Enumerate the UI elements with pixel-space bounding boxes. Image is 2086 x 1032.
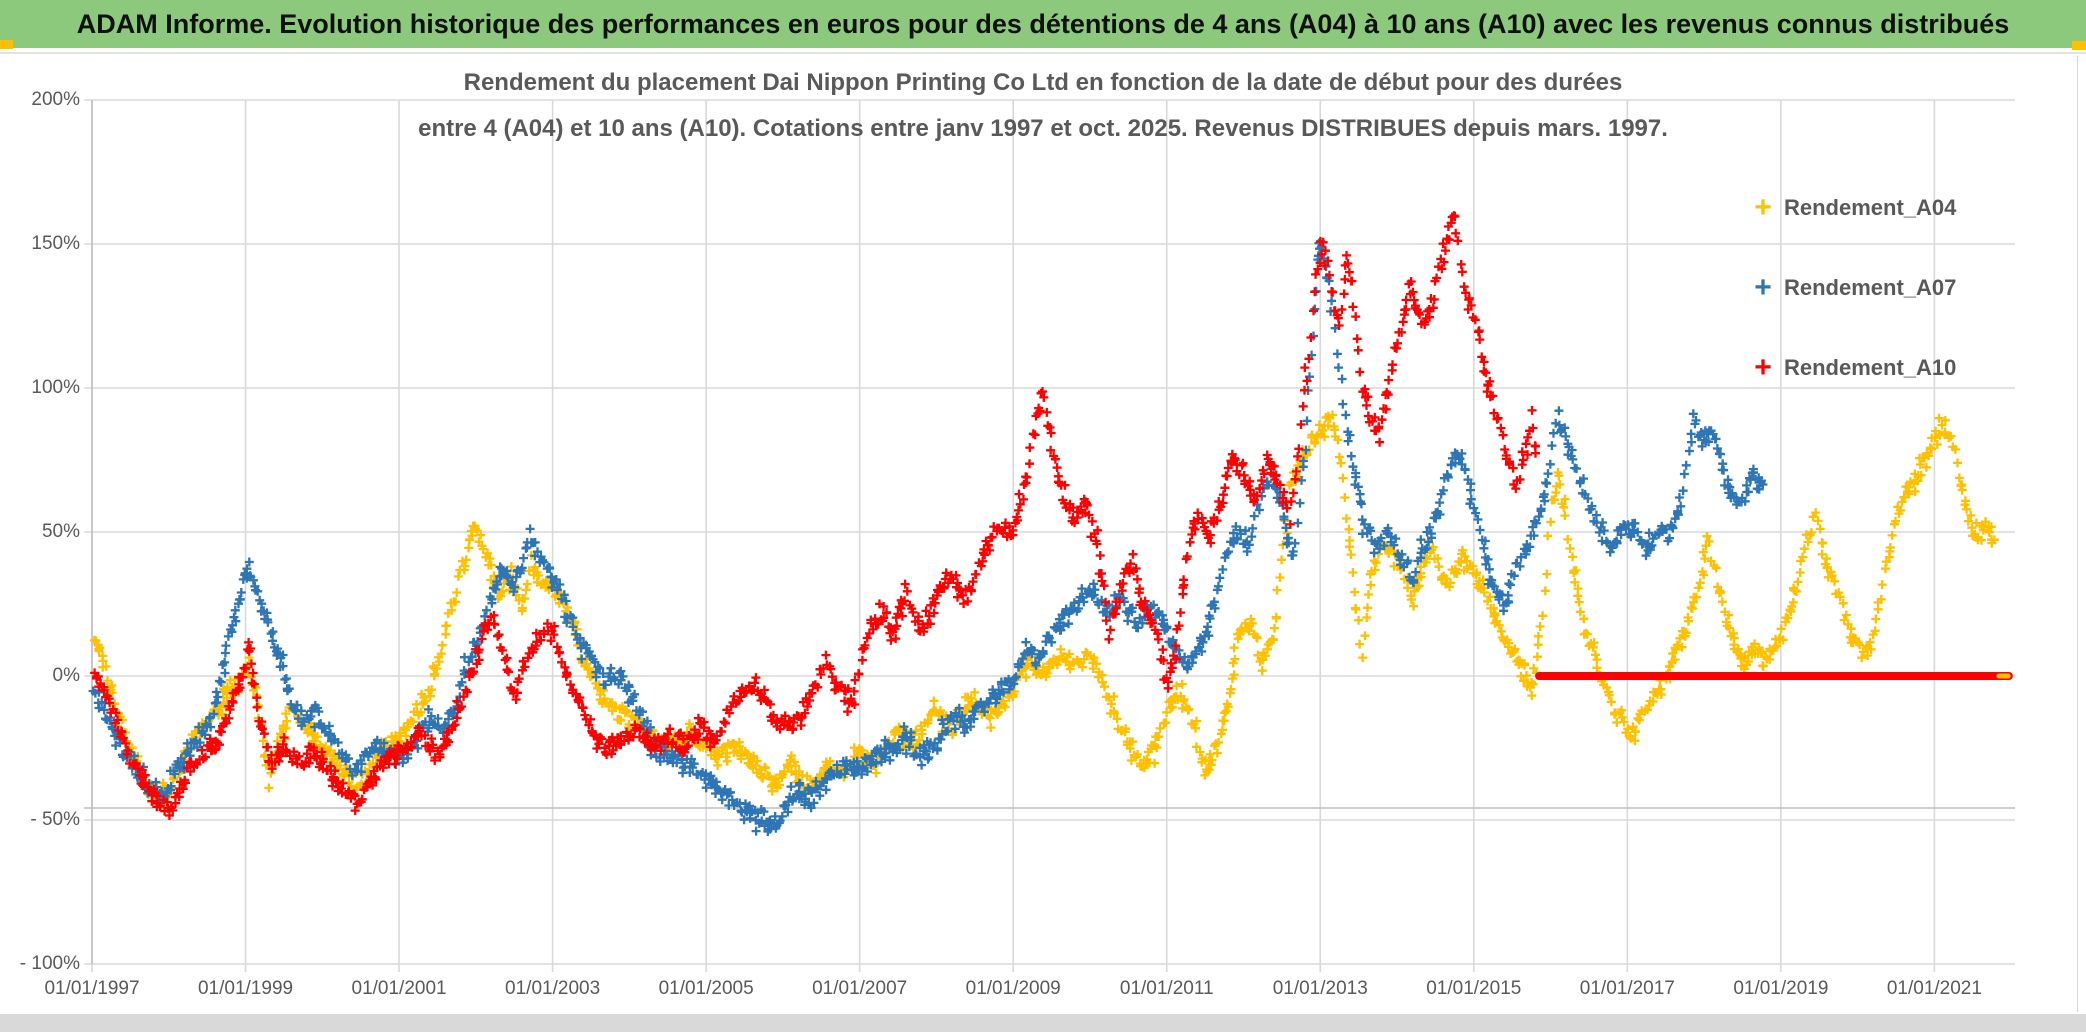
x-axis-tick-label: 01/01/2009	[965, 978, 1061, 999]
legend-label: Rendement_A07	[1784, 275, 1957, 300]
x-axis-tick-label: 01/01/2003	[505, 978, 601, 999]
x-axis-tick-label: 01/01/2019	[1733, 978, 1829, 999]
header-bar: ADAM Informe. Evolution historique des p…	[0, 0, 2086, 48]
y-axis-tick-label: 200%	[31, 89, 80, 110]
plus-marker-icon: +	[1754, 271, 1772, 304]
legend: + Rendement_A04 + Rendement_A07 + Rendem…	[1746, 190, 2066, 430]
header-title: ADAM Informe. Evolution historique des p…	[76, 8, 2010, 39]
header-accent-right	[2072, 41, 2086, 50]
x-axis-tick-label: 01/01/1999	[197, 978, 294, 999]
legend-label: Rendement_A10	[1784, 355, 1957, 380]
chart-canvas	[0, 54, 2086, 1014]
x-axis-tick-label: 01/01/2001	[351, 978, 447, 999]
x-axis-tick-label: 01/01/1997	[44, 978, 140, 999]
y-axis-tick-label: 150%	[31, 233, 80, 254]
y-axis-tick-label: 0%	[52, 665, 80, 686]
y-axis-tick-label: - 100%	[19, 953, 80, 974]
divider-line	[0, 52, 2086, 54]
legend-item-a04[interactable]: + Rendement_A04	[1746, 190, 2066, 226]
chart-right-border	[2077, 56, 2078, 1012]
bottom-strip	[0, 1014, 2086, 1032]
legend-item-a10[interactable]: + Rendement_A10	[1746, 350, 2066, 386]
x-axis-tick-label: 01/01/2021	[1886, 978, 1982, 999]
legend-label: Rendement_A04	[1784, 195, 1957, 220]
x-axis-tick-label: 01/01/2007	[812, 978, 908, 999]
plus-marker-icon: +	[1754, 191, 1772, 224]
y-axis-tick-label: 50%	[41, 521, 80, 542]
x-axis-tick-label: 01/01/2011	[1119, 978, 1214, 999]
legend-item-a07[interactable]: + Rendement_A07	[1746, 270, 2066, 306]
x-axis-tick-label: 01/01/2005	[658, 978, 754, 999]
chart-title-line2: entre 4 (A04) et 10 ans (A10). Cotations…	[418, 115, 1668, 142]
chart-title-line1: Rendement du placement Dai Nippon Printi…	[463, 69, 1623, 96]
plus-marker-icon: +	[1754, 351, 1772, 384]
header-accent-left	[0, 40, 13, 49]
x-axis-tick-label: 01/01/2017	[1579, 978, 1675, 999]
y-axis-tick-label: 100%	[31, 377, 80, 398]
chart-title: Rendement du placement Dai Nippon Printi…	[313, 60, 1773, 152]
y-axis-tick-label: - 50%	[30, 809, 80, 830]
x-axis-tick-label: 01/01/2013	[1272, 978, 1368, 999]
x-axis-tick-label: 01/01/2015	[1426, 978, 1522, 999]
